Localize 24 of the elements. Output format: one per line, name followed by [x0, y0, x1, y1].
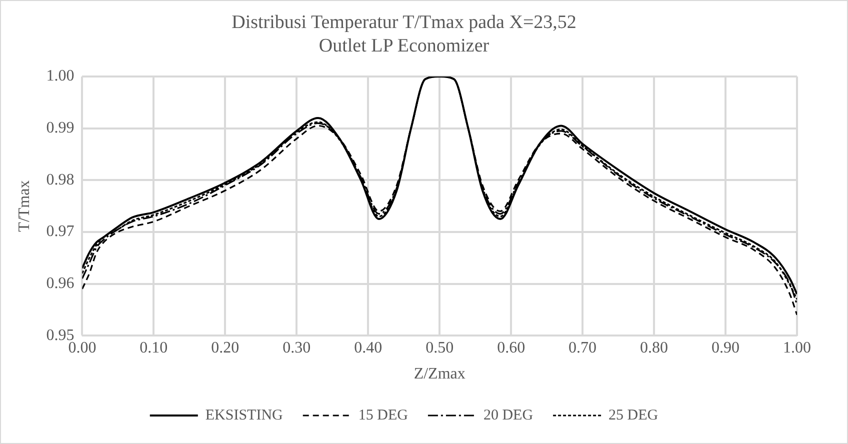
x-tick-label: 0.40: [354, 339, 382, 356]
x-tick-label: 0.50: [426, 339, 454, 356]
y-tick-label: 1.00: [46, 68, 74, 85]
chart-subtitle: Outlet LP Economizer: [318, 36, 490, 57]
x-tick-label: 0.70: [568, 339, 597, 356]
chart-title: Distribusi Temperatur T/Tmax pada X=23,52: [232, 12, 576, 33]
x-tick-label: 0.60: [497, 339, 526, 356]
legend-label: 25 DEG: [608, 407, 658, 424]
legend-label: EKSISTING: [205, 407, 284, 424]
y-tick-label: 0.98: [46, 171, 74, 188]
x-tick-label: 1.00: [783, 339, 811, 356]
x-tick-label: 0.20: [211, 339, 240, 356]
x-tick-label: 0.90: [712, 339, 740, 356]
x-axis-title: Z/Zmax: [414, 366, 466, 383]
x-tick-label: 0.00: [68, 339, 96, 356]
x-tick-label: 0.30: [282, 339, 311, 356]
y-axis-title: T/Tmax: [16, 180, 33, 232]
x-tick-label: 0.80: [640, 339, 668, 356]
y-tick-label: 0.99: [46, 120, 74, 137]
legend-label: 15 DEG: [358, 407, 408, 424]
y-tick-label: 0.96: [46, 274, 74, 292]
y-tick-label: 0.97: [46, 223, 74, 240]
legend-label: 20 DEG: [483, 407, 534, 424]
x-tick-label: 0.10: [140, 339, 168, 356]
